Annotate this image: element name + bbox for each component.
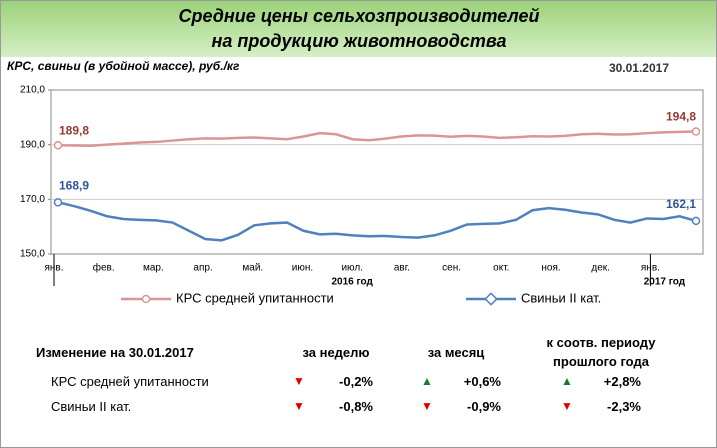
x-tick-label: сен.: [442, 263, 461, 274]
x-tick-label: мар.: [143, 263, 164, 274]
line: [57, 201, 697, 242]
legend-marker: [141, 294, 151, 304]
change-value: -0,8%: [339, 399, 373, 414]
change-value: -2,3%: [607, 399, 641, 414]
table-header: к соотв. периоду прошлого года: [546, 335, 656, 369]
x-tick-label: ноя.: [541, 263, 560, 274]
legend-label: Свиньи II кат.: [521, 290, 601, 305]
y-tick-label: 170,0: [20, 194, 45, 205]
chart: Средние цены сельхозпроизводителей на пр…: [1, 1, 716, 306]
data-label: 168,9: [59, 179, 89, 193]
data-label: 162,1: [666, 197, 696, 211]
data-label: 189,8: [59, 123, 89, 137]
legend-label: КРС средней упитанности: [176, 290, 334, 305]
y-tick-label: 190,0: [20, 139, 45, 150]
trend-arrow: ▼: [293, 374, 305, 388]
change-value: -0,9%: [467, 399, 501, 414]
x-tick-label: окт.: [493, 263, 509, 274]
change-value: -0,2%: [339, 374, 373, 389]
x-tick-label: дек.: [591, 263, 610, 274]
data-label: 194,8: [666, 110, 696, 124]
change-value: +0,6%: [463, 374, 501, 389]
trend-arrow: ▲: [561, 374, 573, 388]
chart-title: Средние цены сельхозпроизводителей: [179, 6, 540, 26]
chart-title: на продукцию животноводства: [211, 31, 506, 51]
x-tick-label: июл.: [341, 263, 362, 274]
year-label: 2017 год: [644, 277, 686, 288]
trend-arrow: ▲: [421, 374, 433, 388]
x-tick-label: май.: [242, 263, 263, 274]
table-header: за месяц: [427, 345, 485, 360]
point-marker: [53, 140, 63, 150]
trend-arrow: ▼: [421, 399, 433, 413]
x-tick-label: авг.: [394, 263, 410, 274]
year-label: 2016 год: [332, 277, 374, 288]
row-label: КРС средней упитанности: [51, 374, 209, 389]
plot-frame: [50, 89, 704, 255]
x-tick-label: фев.: [93, 262, 115, 274]
point-marker: [53, 198, 63, 207]
table-header: Изменение на 30.01.2017: [36, 345, 194, 360]
change-value: +2,8%: [603, 374, 641, 389]
trend-arrow: ▼: [293, 399, 305, 413]
y-tick-label: 150,0: [20, 249, 45, 260]
point-marker: [691, 127, 701, 136]
subtitle: КРС, свиньи (в убойной массе), руб./кг: [7, 59, 240, 73]
point-marker: [691, 216, 701, 226]
trend-arrow: ▼: [561, 399, 573, 413]
y-tick-label: 210,0: [20, 85, 45, 96]
legend-marker: [484, 292, 498, 306]
title-banner: [1, 1, 716, 57]
x-tick-label: июн.: [292, 263, 313, 274]
table-header: за неделю: [302, 345, 370, 360]
date: 30.01.2017: [609, 61, 669, 75]
row-label: Свиньи II кат.: [51, 399, 132, 414]
x-tick-label: апр.: [193, 263, 212, 274]
line: [57, 130, 697, 148]
